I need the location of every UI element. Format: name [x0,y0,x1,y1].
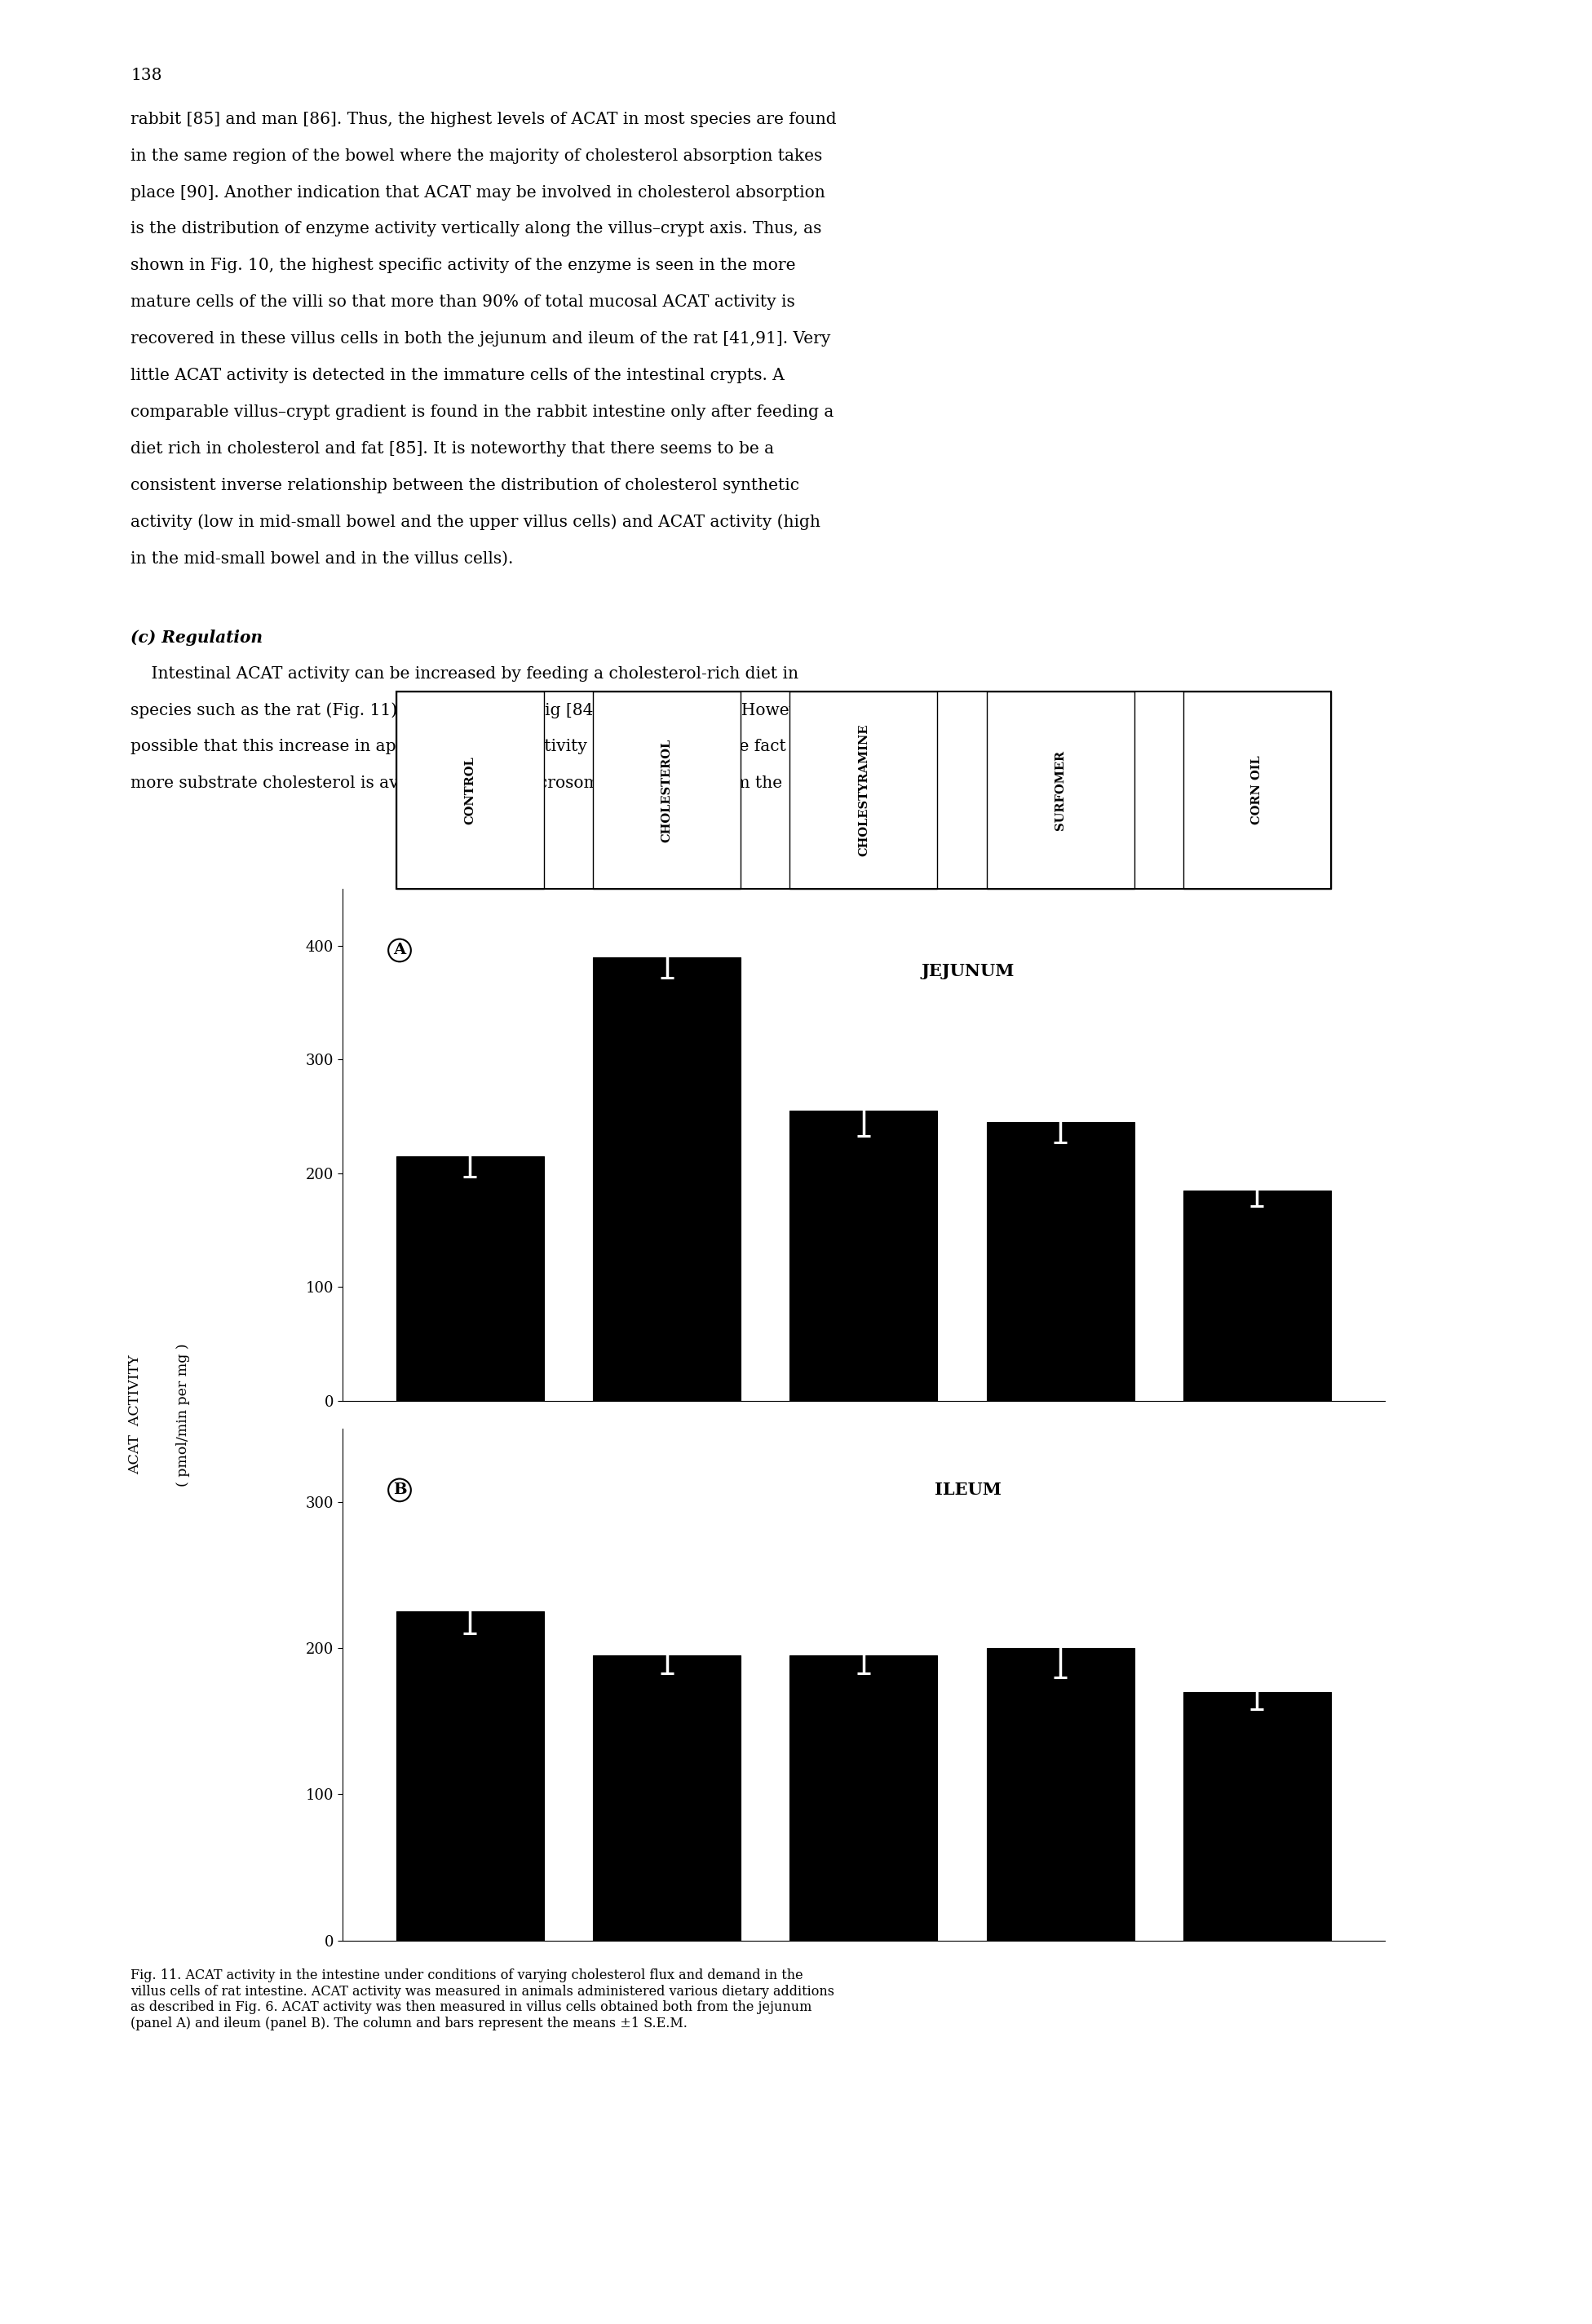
Bar [396,1611,544,1941]
Bar [790,1655,938,1941]
Text: ACAT  ACTIVITY: ACAT ACTIVITY [129,1355,142,1473]
Bar [1183,1190,1331,1401]
Text: in the mid-small bowel and in the villus cells).: in the mid-small bowel and in the villus… [131,551,513,567]
Text: SURFOMER: SURFOMER [1054,751,1067,830]
Text: activity (low in mid-small bowel and the upper villus cells) and ACAT activity (: activity (low in mid-small bowel and the… [131,514,820,530]
Text: is the distribution of enzyme activity vertically along the villus–crypt axis. T: is the distribution of enzyme activity v… [131,221,821,237]
Text: A: A [393,944,406,957]
Text: CHOLESTEROL: CHOLESTEROL [661,739,673,841]
Text: consistent inverse relationship between the distribution of cholesterol syntheti: consistent inverse relationship between … [131,479,799,493]
Bar [987,1122,1134,1401]
Text: recovered in these villus cells in both the jejunum and ileum of the rat [41,91]: recovered in these villus cells in both … [131,332,831,346]
Text: little ACAT activity is detected in the immature cells of the intestinal crypts.: little ACAT activity is detected in the … [131,367,785,383]
Text: CHOLESTYRAMINE: CHOLESTYRAMINE [858,723,869,858]
Text: CORN OIL: CORN OIL [1251,755,1262,825]
Bar [396,1157,544,1401]
Text: ILEUM: ILEUM [935,1483,1001,1499]
Bar [1183,1692,1331,1941]
Text: diet rich in cholesterol and fat [85]. It is noteworthy that there seems to be a: diet rich in cholesterol and fat [85]. I… [131,442,774,456]
Text: species such as the rat (Fig. 11) [41,91], guinea pig [84] and rabbit [85]. Howe: species such as the rat (Fig. 11) [41,91… [131,702,855,718]
Text: (c) Regulation: (c) Regulation [131,630,263,646]
Text: JEJUNUM: JEJUNUM [922,962,1014,978]
Bar [594,957,740,1401]
Text: rabbit [85] and man [86]. Thus, the highest levels of ACAT in most species are f: rabbit [85] and man [86]. Thus, the high… [131,112,836,128]
Text: possible that this increase in apparent enzyme activity is due solely to the fac: possible that this increase in apparent … [131,739,825,755]
Text: ( pmol/min per mg ): ( pmol/min per mg ) [177,1343,189,1487]
Bar [594,1655,740,1941]
Text: Intestinal ACAT activity can be increased by feeding a cholesterol-rich diet in: Intestinal ACAT activity can be increase… [131,667,799,681]
Text: place [90]. Another indication that ACAT may be involved in cholesterol absorpti: place [90]. Another indication that ACAT… [131,186,825,200]
Bar [987,1648,1134,1941]
Bar [790,1111,938,1401]
Text: 138: 138 [131,67,162,84]
Text: shown in Fig. 10, the highest specific activity of the enzyme is seen in the mor: shown in Fig. 10, the highest specific a… [131,258,796,274]
Text: CONTROL: CONTROL [465,755,476,825]
Text: comparable villus–crypt gradient is found in the rabbit intestine only after fee: comparable villus–crypt gradient is foun… [131,404,834,421]
Text: mature cells of the villi so that more than 90% of total mucosal ACAT activity i: mature cells of the villi so that more t… [131,295,794,309]
Text: in the same region of the bowel where the majority of cholesterol absorption tak: in the same region of the bowel where th… [131,149,823,163]
Text: more substrate cholesterol is available on the microsomes harvested from the: more substrate cholesterol is available … [131,776,782,790]
Text: Fig. 11. ACAT activity in the intestine under conditions of varying cholesterol : Fig. 11. ACAT activity in the intestine … [131,1968,834,2031]
Text: B: B [393,1483,406,1497]
